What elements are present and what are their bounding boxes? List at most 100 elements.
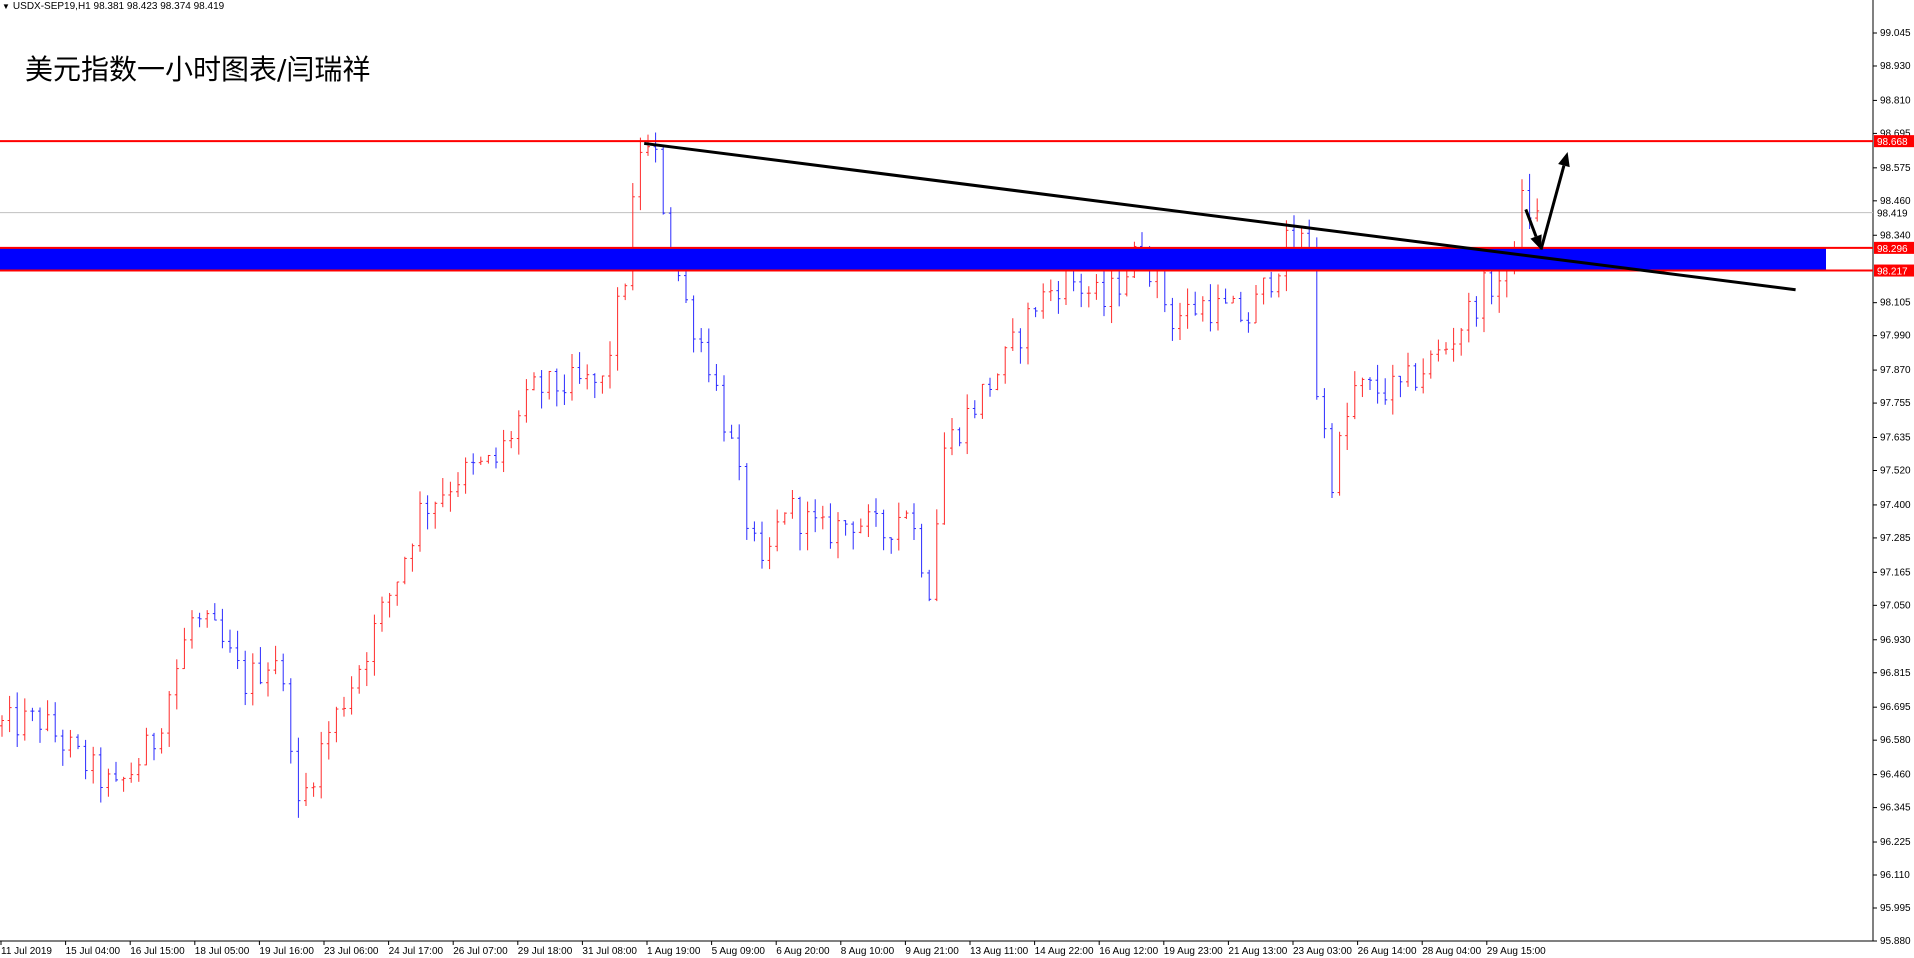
resistance-price-tag-label: 98.668	[1877, 137, 1908, 148]
candle	[1444, 342, 1448, 355]
candle	[950, 418, 954, 456]
candle	[714, 363, 719, 391]
candle	[121, 776, 126, 792]
candle	[76, 734, 80, 750]
band-top-price-tag-label: 98.296	[1877, 244, 1908, 255]
candle	[691, 295, 696, 353]
candle	[1246, 312, 1251, 333]
candle	[547, 370, 552, 400]
candle	[896, 502, 901, 551]
candle	[1018, 328, 1023, 364]
current-price-tag	[1874, 206, 1914, 219]
candle	[45, 700, 50, 732]
symbol-label: USDX-SEP19,H1	[12, 1, 91, 12]
y-tick-label: 97.520	[1880, 466, 1911, 477]
candle	[364, 652, 369, 687]
y-tick-label: 97.755	[1880, 398, 1911, 409]
x-tick-label: 18 Jul 05:00	[195, 946, 250, 957]
candle	[1094, 274, 1099, 300]
candle	[1330, 423, 1334, 498]
candle	[91, 746, 96, 784]
candle	[0, 715, 4, 737]
candle	[1010, 318, 1015, 351]
candle	[554, 368, 559, 407]
x-tick-label: 16 Jul 15:00	[130, 946, 185, 957]
candle	[623, 283, 628, 301]
x-tick-label: 8 Aug 10:00	[841, 946, 895, 957]
candle	[1223, 288, 1228, 304]
current-price-tag-label: 98.419	[1877, 209, 1908, 220]
candle	[532, 372, 536, 391]
y-tick-label: 95.995	[1880, 903, 1911, 914]
y-tick-label: 97.870	[1880, 365, 1911, 376]
candle	[15, 692, 20, 747]
candle	[912, 503, 916, 540]
candle	[752, 521, 757, 542]
downtrend-line[interactable]	[644, 141, 1796, 292]
y-tick-label: 98.575	[1880, 163, 1911, 174]
y-tick-label: 96.110	[1880, 870, 1910, 881]
candle	[1056, 280, 1061, 314]
candle	[190, 610, 194, 649]
candle	[509, 431, 514, 449]
candle	[1535, 198, 1540, 222]
candle	[471, 453, 476, 475]
candle	[1178, 302, 1182, 341]
y-tick-label: 97.285	[1880, 533, 1911, 544]
candle	[1398, 375, 1403, 398]
candle	[1337, 431, 1342, 496]
candle	[1003, 346, 1008, 384]
candle	[144, 727, 149, 766]
candle	[1193, 291, 1198, 316]
y-tick-label: 96.815	[1880, 668, 1911, 679]
candle	[456, 472, 460, 497]
candle	[349, 676, 354, 715]
candle	[1466, 292, 1471, 343]
arrow-head	[1558, 152, 1570, 168]
x-tick-label: 23 Jul 06:00	[324, 946, 379, 957]
candle	[1276, 273, 1281, 298]
x-tick-label: 14 Aug 22:00	[1035, 946, 1094, 957]
x-tick-label: 26 Jul 07:00	[453, 946, 508, 957]
candle	[820, 505, 825, 530]
candle	[1033, 307, 1038, 318]
x-tick-label: 23 Aug 03:00	[1293, 946, 1352, 957]
candle	[501, 429, 506, 473]
candle	[1048, 279, 1053, 302]
candle	[152, 732, 156, 761]
candle	[767, 537, 772, 570]
arrow-shaft	[1539, 165, 1566, 250]
support-band[interactable]	[0, 247, 1826, 271]
candle	[1079, 273, 1084, 308]
candle	[1041, 283, 1046, 319]
candle	[805, 501, 810, 551]
candle	[1375, 364, 1380, 404]
candle	[889, 537, 894, 554]
candle	[380, 596, 384, 632]
candle	[570, 354, 574, 401]
candle	[7, 695, 12, 733]
triangle-down-icon[interactable]: ▼	[2, 2, 10, 11]
candle	[600, 375, 605, 394]
candle	[585, 364, 590, 390]
candle	[311, 782, 316, 797]
x-tick-label: 19 Jul 16:00	[259, 946, 314, 957]
candle	[402, 556, 407, 585]
candle	[1368, 377, 1372, 391]
candle	[828, 503, 833, 549]
y-tick-label: 98.810	[1880, 95, 1911, 106]
candle	[228, 629, 232, 653]
candle	[410, 543, 415, 572]
candle	[1421, 358, 1426, 394]
y-tick-label: 96.930	[1880, 635, 1911, 646]
candle	[858, 518, 863, 534]
candle	[942, 432, 947, 525]
candle	[524, 379, 529, 423]
candle	[1292, 215, 1296, 249]
candle	[205, 610, 210, 628]
ohlc-values: 98.381 98.423 98.374 98.419	[93, 1, 225, 12]
x-tick-label: 29 Aug 15:00	[1487, 946, 1546, 957]
x-tick-label: 31 Jul 08:00	[582, 946, 637, 957]
candle	[1428, 350, 1433, 379]
